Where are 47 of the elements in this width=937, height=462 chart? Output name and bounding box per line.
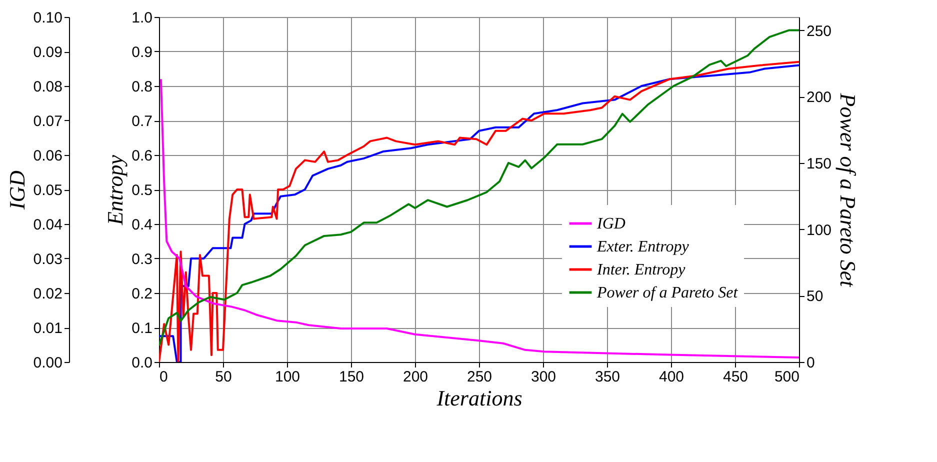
y-tick-label: 0.8	[132, 78, 152, 96]
y2-tick-label: 50	[806, 288, 824, 306]
y3-axis-title: IGD	[4, 170, 30, 211]
x-tick-label: 350	[594, 368, 620, 386]
y-tick-label: 0.4	[132, 216, 152, 234]
y3-tick-label: 0.04	[33, 216, 62, 234]
y3-tick-label: 0.09	[33, 44, 62, 61]
legend-label: IGD	[596, 216, 626, 232]
y2-tick-label: 200	[806, 89, 832, 106]
legend-label: Inter. Entropy	[596, 262, 686, 278]
y2-tick-label: 150	[806, 155, 832, 172]
y3-tick-label: 0.02	[33, 286, 62, 302]
x-tick-label: 500	[774, 368, 800, 386]
legend-label: Exter. Entropy	[596, 238, 690, 256]
y-tick-label: 0.5	[132, 182, 152, 199]
x-tick-label: 100	[274, 368, 300, 386]
y2-tick-label: 100	[806, 222, 832, 239]
y-tick-label: 0.2	[132, 286, 152, 302]
x-tick-label: 150	[338, 368, 364, 386]
y-tick-label: 0.6	[132, 148, 152, 164]
x-tick-label: 300	[530, 368, 556, 386]
y2-tick-label: 0	[806, 354, 815, 372]
y3-tick-label: 0.01	[33, 320, 62, 337]
x-tick-label: 200	[402, 368, 428, 386]
y3-tick-label: 0.07	[33, 113, 62, 130]
x-axis-title: Iterations	[436, 386, 522, 410]
y3-tick-label: 0.10	[33, 10, 62, 26]
y2-axis-title: Power of a Pareto Set	[836, 92, 861, 288]
y2-tick-label: 250	[806, 22, 832, 40]
y3-tick-label: 0.08	[33, 78, 62, 96]
legend-label: Power of a Pareto Set	[596, 284, 738, 302]
y3-tick-label: 0.03	[33, 251, 62, 268]
x-tick-label: 450	[722, 368, 748, 386]
y-axis-title: Entropy	[102, 154, 128, 226]
x-tick-label: 400	[658, 368, 684, 386]
y3-tick-label: 0.06	[33, 148, 62, 164]
y-tick-label: 0.1	[132, 320, 152, 337]
y-tick-label: 1.0	[132, 10, 152, 26]
y-tick-label: 0.7	[132, 113, 152, 130]
y-tick-label: 0.0	[132, 354, 152, 372]
x-tick-label: 50	[215, 368, 232, 386]
y-tick-label: 0.3	[132, 251, 152, 268]
x-tick-label: 250	[466, 368, 492, 386]
y3-tick-label: 0.00	[33, 354, 62, 372]
y3-tick-label: 0.05	[33, 182, 62, 199]
x-tick-label: 0	[160, 368, 168, 386]
y-tick-label: 0.9	[132, 44, 152, 61]
